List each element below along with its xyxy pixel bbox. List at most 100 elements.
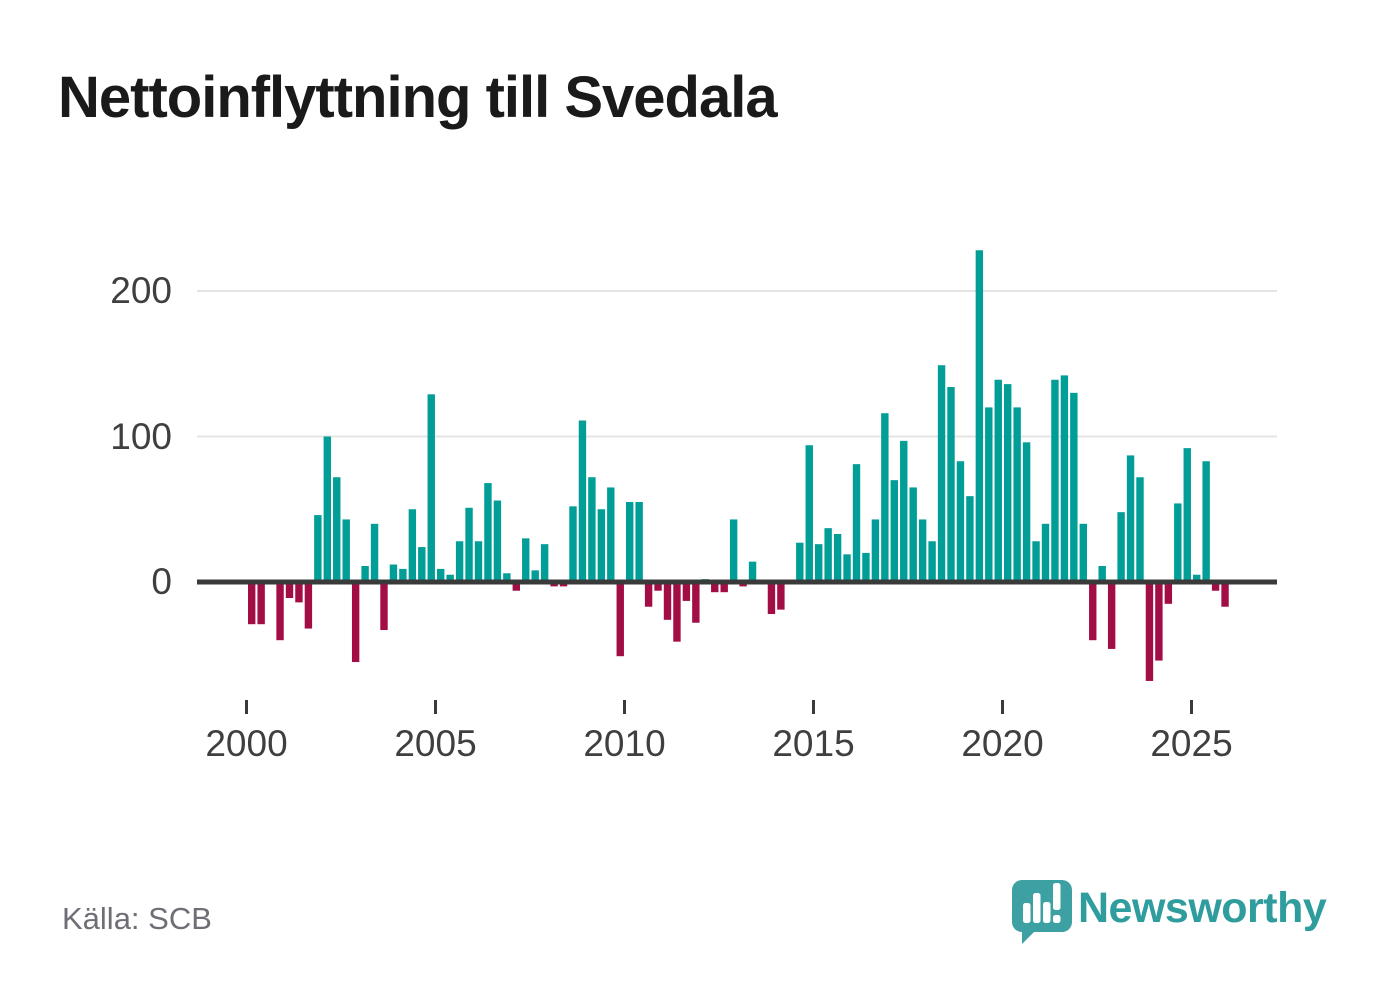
bar (427, 394, 435, 582)
bar (1136, 477, 1144, 582)
bar (484, 483, 492, 582)
bar (333, 477, 341, 582)
source-note: Källa: SCB (62, 901, 212, 936)
bar (370, 523, 379, 582)
bar (994, 379, 1002, 582)
bar (493, 500, 502, 582)
bar (635, 501, 643, 583)
bar (418, 547, 426, 582)
bar (673, 582, 681, 642)
bar (285, 582, 294, 599)
x-tick-2015 (812, 700, 815, 714)
bar (1013, 407, 1021, 582)
x-axis-label-2020: 2020 (961, 723, 1044, 764)
bar (626, 501, 634, 583)
bar (918, 519, 927, 582)
bar (1004, 384, 1012, 582)
bar (1174, 503, 1182, 582)
bar (805, 445, 813, 582)
bar (843, 554, 851, 583)
bar (1079, 523, 1087, 582)
bar (1070, 392, 1078, 582)
bar (531, 570, 539, 582)
bar (1221, 582, 1229, 607)
bar (1032, 541, 1040, 582)
bar (304, 582, 313, 629)
bar (323, 436, 331, 582)
bar (767, 582, 776, 615)
bar (1126, 455, 1135, 582)
bar (654, 582, 662, 591)
bar (1183, 448, 1191, 582)
x-tick-2000 (245, 700, 248, 714)
bar (588, 477, 596, 582)
bar (1107, 582, 1116, 649)
bar (522, 538, 530, 582)
bar (1145, 582, 1154, 681)
bar (711, 582, 719, 593)
bar (777, 582, 785, 610)
bar (1022, 442, 1031, 582)
bar (503, 573, 511, 582)
bar (824, 528, 832, 582)
bar (295, 582, 303, 603)
bar (947, 387, 955, 582)
bar (1117, 512, 1125, 582)
bar (890, 480, 898, 582)
bar (663, 582, 672, 620)
brand-name: Newsworthy (1078, 884, 1327, 932)
bar (748, 561, 757, 582)
bar (540, 544, 549, 582)
bar (1211, 582, 1220, 591)
bar (446, 574, 454, 583)
bar (512, 582, 520, 591)
bar (1164, 582, 1173, 604)
bar (569, 506, 577, 582)
bar (852, 464, 861, 582)
bar (437, 568, 445, 582)
bar (644, 582, 653, 607)
bar (833, 533, 842, 583)
bar (1041, 523, 1050, 582)
bar (871, 519, 880, 582)
bar (389, 564, 398, 582)
bar (729, 519, 738, 582)
bar (909, 487, 917, 583)
bar (399, 568, 407, 582)
bar (796, 542, 804, 583)
bar-chart-speech-bubble-icon (1012, 880, 1072, 944)
bar (815, 544, 823, 582)
x-axis-label-2010: 2010 (583, 723, 666, 764)
y-axis-label-100: 100 (110, 415, 172, 457)
bar (257, 582, 265, 625)
bar (966, 496, 974, 582)
bar (380, 582, 388, 631)
bar (682, 582, 691, 601)
bar (900, 440, 908, 583)
x-tick-2005 (434, 700, 437, 714)
bar (607, 487, 615, 583)
bar (248, 582, 256, 625)
bar (1155, 582, 1163, 661)
x-axis-label-2025: 2025 (1150, 723, 1233, 764)
bar (578, 420, 587, 582)
y-axis-label-0: 0 (151, 561, 172, 602)
newsworthy-logo-icon (1012, 880, 1072, 944)
bar (474, 541, 483, 582)
bar (1193, 574, 1201, 583)
bar (408, 509, 417, 582)
x-tick-2020 (1001, 700, 1004, 714)
x-axis-label-2000: 2000 (205, 723, 288, 764)
newsworthy-logo: Newsworthy (1008, 874, 1338, 946)
bar (616, 582, 624, 657)
bar (455, 541, 464, 582)
bar (1202, 461, 1210, 583)
bar (1051, 379, 1059, 582)
bar (862, 552, 870, 582)
bar (720, 582, 728, 593)
bar (937, 365, 946, 582)
bar (928, 541, 936, 582)
bar (276, 582, 284, 641)
